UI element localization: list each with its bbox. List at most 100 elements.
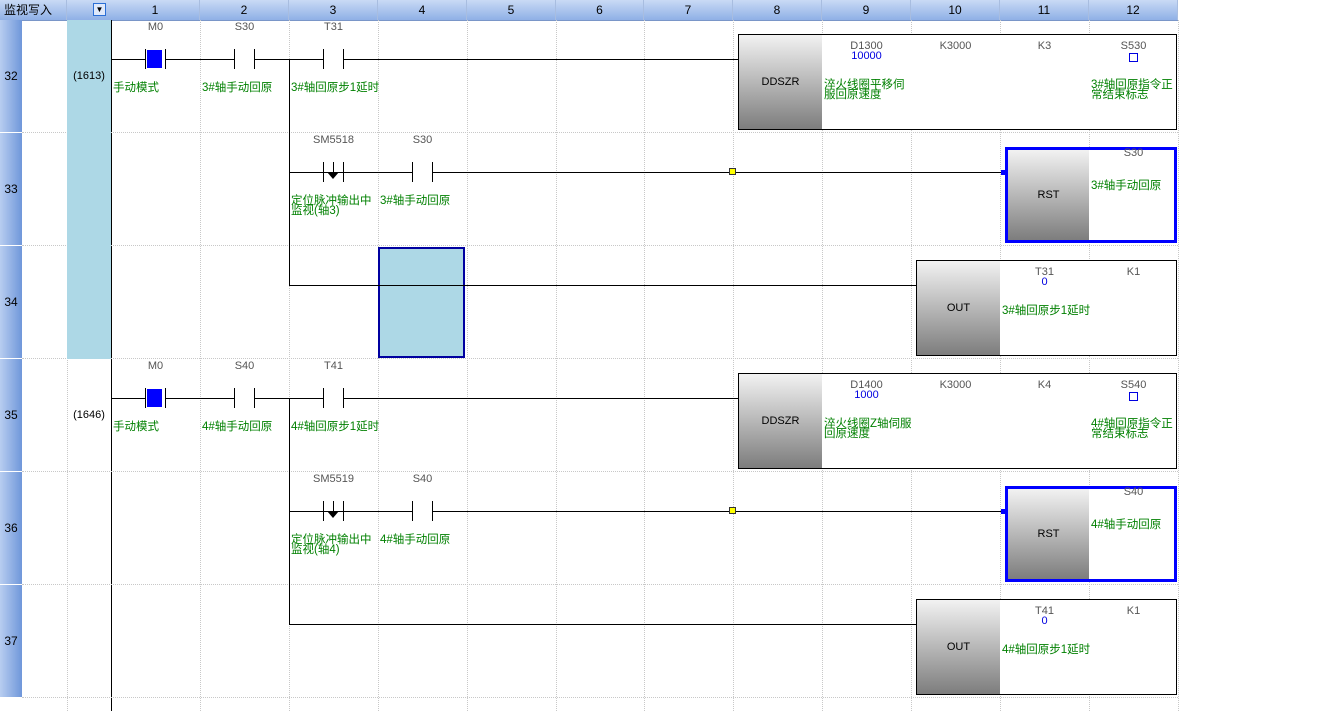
contact-comment: 手动模式: [113, 421, 159, 433]
cursor-cell[interactable]: [378, 247, 465, 358]
contact-bar: [343, 49, 344, 69]
contact-bar: [254, 49, 255, 69]
contact-comment: 3#轴手动回原: [380, 195, 451, 207]
step-highlight: [67, 133, 111, 246]
row-number[interactable]: 36: [0, 472, 22, 585]
column-header-6: 6: [556, 0, 644, 20]
contact-no[interactable]: [323, 49, 344, 69]
contact-no-on[interactable]: [145, 388, 166, 408]
operand-device: S530: [1120, 40, 1147, 52]
contact-fall[interactable]: [323, 162, 344, 182]
step-number: (1613): [73, 70, 105, 82]
contact-device: T31: [324, 21, 343, 33]
instruction-name: DDSZR: [739, 35, 822, 129]
junction-marker: [729, 168, 736, 175]
branch-line: [289, 59, 290, 173]
row-number[interactable]: 34: [0, 246, 22, 359]
grid-column-line: [67, 20, 68, 711]
contact-comment: 3#轴回原步1延时: [291, 82, 380, 94]
instruction-name: DDSZR: [739, 374, 822, 468]
contact-bar: [234, 49, 235, 69]
operand-device: T41: [1035, 605, 1054, 617]
contact-bar: [412, 501, 413, 521]
operand-device: K1: [1126, 266, 1141, 278]
mode-label: 监视写入: [0, 0, 67, 20]
contact-bar: [254, 388, 255, 408]
contact-fall[interactable]: [323, 501, 344, 521]
contact-bar: [145, 49, 146, 69]
rung-line: [111, 59, 738, 60]
contact-no[interactable]: [234, 388, 255, 408]
contact-bar: [432, 501, 433, 521]
selection-handle: [1001, 509, 1005, 514]
row-number[interactable]: 37: [0, 585, 22, 698]
operand-value: 0: [1041, 276, 1048, 288]
grid-column-line: [1000, 20, 1001, 711]
energized-contact-fill: [147, 389, 162, 407]
contact-device: M0: [147, 21, 164, 33]
operand-comment: 3#轴回原指令正常结束标志: [1091, 79, 1173, 101]
selection-handle: [1001, 170, 1005, 175]
operand-value: 0: [1041, 615, 1048, 627]
operand-comment: 4#轴回原步1延时: [1002, 644, 1091, 656]
rung-line: [289, 511, 1005, 512]
contact-no[interactable]: [234, 49, 255, 69]
row-divider: [22, 358, 1178, 359]
grid-column-line: [200, 20, 201, 711]
operand-comment: 4#轴回原指令正常结束标志: [1091, 418, 1173, 440]
grid-column-line: [644, 20, 645, 711]
column-header-4: 4: [378, 0, 467, 20]
contact-device: SM5519: [313, 473, 354, 485]
contact-device: T41: [324, 360, 343, 372]
contact-no[interactable]: [412, 162, 433, 182]
grid-column-line: [1178, 20, 1179, 711]
branch-line: [289, 172, 290, 286]
rung-line: [289, 172, 1005, 173]
operand-device: K3000: [939, 379, 972, 391]
row-divider: [22, 697, 1178, 698]
chevron-down-icon[interactable]: ▼: [93, 3, 106, 16]
column-header-3: 3: [289, 0, 378, 20]
contact-device: S30: [412, 134, 433, 146]
contact-no[interactable]: [323, 388, 344, 408]
contact-bar: [432, 162, 433, 182]
energized-contact-fill: [147, 50, 162, 68]
column-header-9: 9: [822, 0, 911, 20]
operand-device: D1400: [850, 379, 883, 391]
operand-comment: 3#轴回原步1延时: [1002, 305, 1091, 317]
instruction-name: RST: [1008, 150, 1089, 240]
column-header: 监视写入 ▼ 1 2 3 4 5 6 7 8 9 10 11 12: [0, 0, 1178, 21]
row-number[interactable]: 32: [0, 20, 22, 133]
contact-bar: [323, 49, 324, 69]
column-header-1: 1: [111, 0, 200, 20]
row-divider: [22, 471, 1178, 472]
column-header-2: 2: [200, 0, 289, 20]
row-divider: [22, 584, 1178, 585]
contact-comment: 3#轴手动回原: [202, 82, 273, 94]
contact-device: S30: [234, 21, 255, 33]
operand-device: K1: [1126, 605, 1141, 617]
operand-device: K3: [1037, 40, 1052, 52]
status-square-icon: [1129, 392, 1138, 401]
contact-bar: [333, 501, 334, 511]
contact-bar: [145, 388, 146, 408]
contact-no[interactable]: [412, 501, 433, 521]
branch-line: [289, 398, 290, 512]
left-power-rail: [111, 20, 112, 711]
operand-device: S540: [1120, 379, 1147, 391]
row-number[interactable]: 33: [0, 133, 22, 246]
column-header-11: 11: [1000, 0, 1089, 20]
row-number[interactable]: 35: [0, 359, 22, 472]
column-header-10: 10: [911, 0, 1000, 20]
contact-bar: [165, 49, 166, 69]
contact-comment: 4#轴回原步1延时: [291, 421, 380, 433]
operand-device: K4: [1037, 379, 1052, 391]
operand-value: 1000: [854, 389, 879, 401]
row-divider: [22, 132, 1178, 133]
grid-column-line: [378, 20, 379, 711]
status-square-icon: [1129, 53, 1138, 62]
contact-no-on[interactable]: [145, 49, 166, 69]
contact-device: S40: [234, 360, 255, 372]
contact-comment: 定位脉冲输出中监视(轴4): [291, 534, 372, 556]
contact-comment: 手动模式: [113, 82, 159, 94]
